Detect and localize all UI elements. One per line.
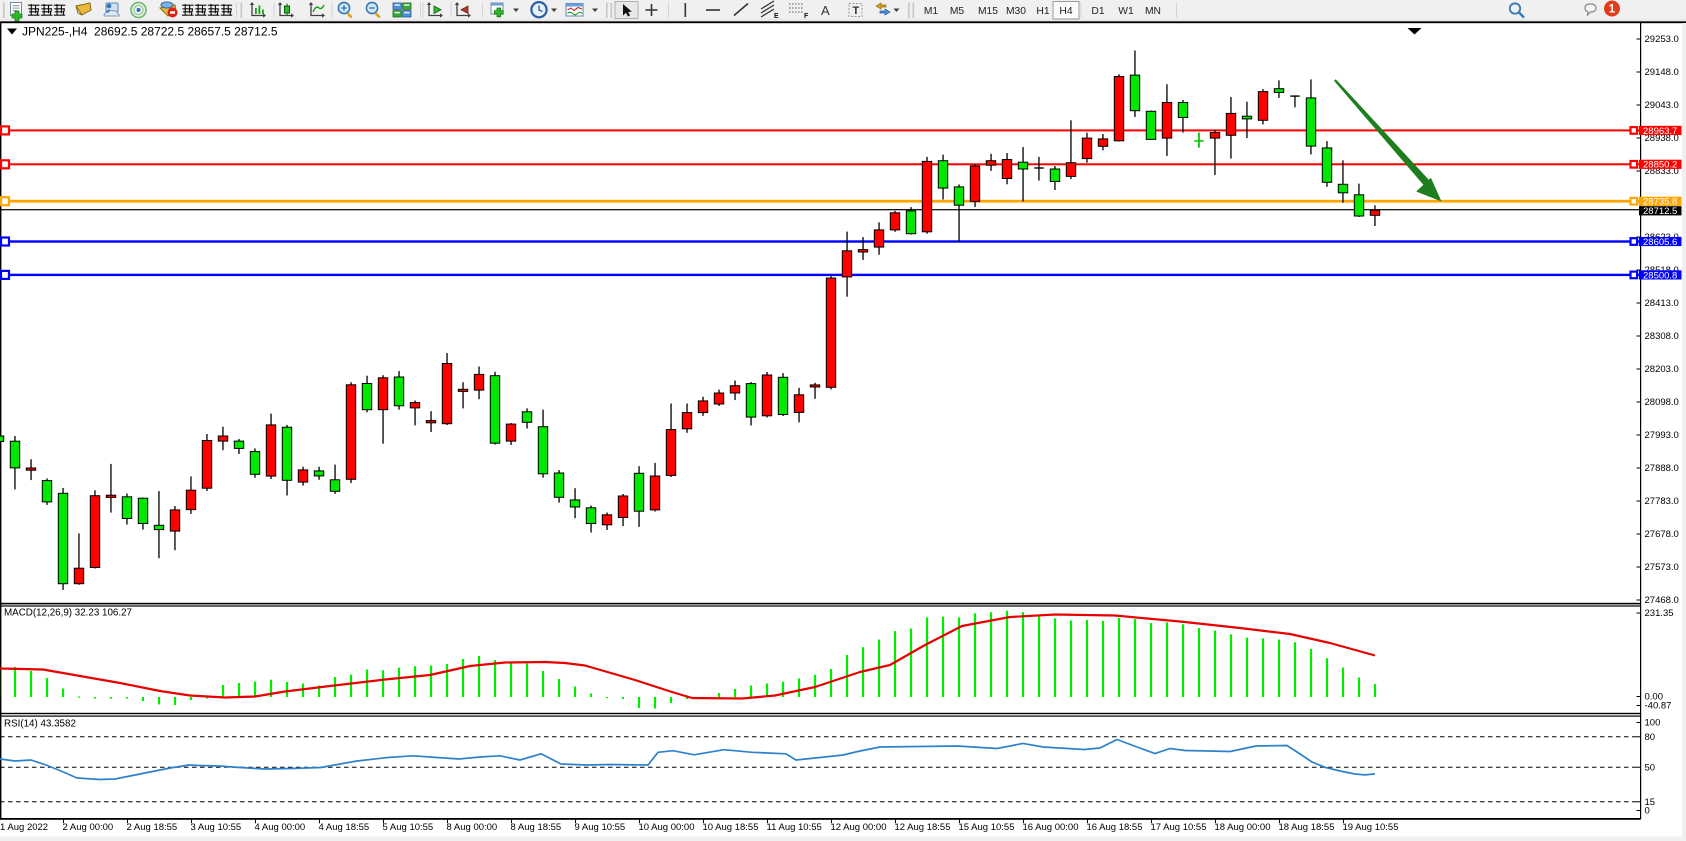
svg-text:RSI(14) 43.3582: RSI(14) 43.3582 [4, 719, 76, 730]
svg-text:9 Aug 10:55: 9 Aug 10:55 [575, 822, 626, 833]
svg-text:28098.0: 28098.0 [1645, 397, 1679, 408]
svg-text:1: 1 [1609, 4, 1616, 16]
svg-text:15 Aug 10:55: 15 Aug 10:55 [959, 822, 1015, 833]
svg-text:18 Aug 00:00: 18 Aug 00:00 [1215, 822, 1271, 833]
svg-text:18 Aug 18:55: 18 Aug 18:55 [1279, 822, 1335, 833]
svg-text:2 Aug 18:55: 2 Aug 18:55 [127, 822, 178, 833]
svg-text:8 Aug 18:55: 8 Aug 18:55 [511, 822, 562, 833]
svg-text:29148.0: 29148.0 [1645, 67, 1679, 78]
svg-text:28413.0: 28413.0 [1645, 298, 1679, 309]
svg-text:12 Aug 00:00: 12 Aug 00:00 [831, 822, 887, 833]
svg-text:W1: W1 [1118, 6, 1134, 17]
svg-text:3 Aug 10:55: 3 Aug 10:55 [191, 822, 242, 833]
svg-text:28203.0: 28203.0 [1645, 364, 1679, 375]
svg-text:17 Aug 10:55: 17 Aug 10:55 [1151, 822, 1207, 833]
svg-text:27993.0: 27993.0 [1645, 430, 1679, 441]
svg-text:10 Aug 00:00: 10 Aug 00:00 [639, 822, 695, 833]
svg-text:28833.0: 28833.0 [1645, 166, 1679, 177]
svg-text:M1: M1 [924, 6, 939, 17]
svg-text:80: 80 [1645, 732, 1656, 743]
svg-text:12 Aug 18:55: 12 Aug 18:55 [895, 822, 951, 833]
svg-text:4 Aug 00:00: 4 Aug 00:00 [255, 822, 306, 833]
svg-text:15: 15 [1645, 797, 1656, 808]
svg-text:28963.7: 28963.7 [1643, 126, 1677, 137]
svg-text:E: E [774, 13, 779, 20]
svg-text:28938.0: 28938.0 [1645, 133, 1679, 144]
svg-text:19 Aug 10:55: 19 Aug 10:55 [1343, 822, 1399, 833]
svg-text:231.35: 231.35 [1645, 608, 1674, 619]
svg-text:M5: M5 [950, 6, 965, 17]
svg-text:27888.0: 27888.0 [1645, 463, 1679, 474]
svg-text:H1: H1 [1036, 6, 1049, 17]
svg-text:28308.0: 28308.0 [1645, 331, 1679, 342]
svg-text:0: 0 [1645, 806, 1650, 817]
svg-text:H4: H4 [1059, 6, 1072, 17]
svg-text:JPN225-,H4 28692.5 28722.5 28: JPN225-,H4 28692.5 28722.5 28657.5 28712… [22, 25, 278, 39]
svg-text:27678.0: 27678.0 [1645, 529, 1679, 540]
svg-text:11 Aug 10:55: 11 Aug 10:55 [767, 822, 822, 833]
svg-text:5 Aug 10:55: 5 Aug 10:55 [383, 822, 434, 833]
svg-text:28500.8: 28500.8 [1643, 270, 1677, 281]
svg-text:T: T [853, 5, 860, 17]
svg-text:28712.5: 28712.5 [1643, 206, 1677, 217]
svg-text:F: F [804, 13, 809, 20]
svg-text:27468.0: 27468.0 [1645, 595, 1679, 606]
svg-text:4 Aug 18:55: 4 Aug 18:55 [319, 822, 370, 833]
svg-text:27573.0: 27573.0 [1645, 562, 1679, 573]
svg-text:A: A [821, 3, 830, 18]
svg-text:-40.87: -40.87 [1645, 701, 1672, 712]
svg-text:29043.0: 29043.0 [1645, 100, 1679, 111]
svg-text:1 Aug 2022: 1 Aug 2022 [0, 822, 48, 833]
svg-text:MACD(12,26,9) 32.23 106.27: MACD(12,26,9) 32.23 106.27 [4, 608, 132, 619]
svg-text:MN: MN [1145, 6, 1161, 17]
svg-text:28850.2: 28850.2 [1643, 160, 1677, 171]
svg-text:100: 100 [1645, 718, 1661, 729]
svg-text:28605.6: 28605.6 [1643, 237, 1677, 248]
svg-text:8 Aug 00:00: 8 Aug 00:00 [447, 822, 498, 833]
svg-text:0.00: 0.00 [1645, 692, 1664, 703]
svg-text:28735.8: 28735.8 [1643, 197, 1677, 208]
svg-text:50: 50 [1645, 762, 1656, 773]
svg-text:2 Aug 00:00: 2 Aug 00:00 [63, 822, 114, 833]
svg-text:D1: D1 [1091, 6, 1104, 17]
svg-text:29253.0: 29253.0 [1645, 34, 1679, 45]
svg-text:M15: M15 [978, 6, 998, 17]
svg-text:16 Aug 18:55: 16 Aug 18:55 [1087, 822, 1143, 833]
svg-text:16 Aug 00:00: 16 Aug 00:00 [1023, 822, 1079, 833]
svg-text:10 Aug 18:55: 10 Aug 18:55 [703, 822, 759, 833]
svg-text:27783.0: 27783.0 [1645, 496, 1679, 507]
svg-text:M30: M30 [1006, 6, 1026, 17]
